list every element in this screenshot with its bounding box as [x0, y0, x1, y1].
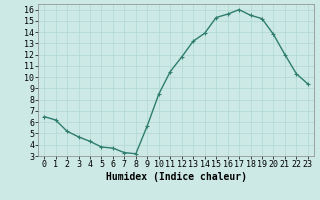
X-axis label: Humidex (Indice chaleur): Humidex (Indice chaleur): [106, 172, 246, 182]
